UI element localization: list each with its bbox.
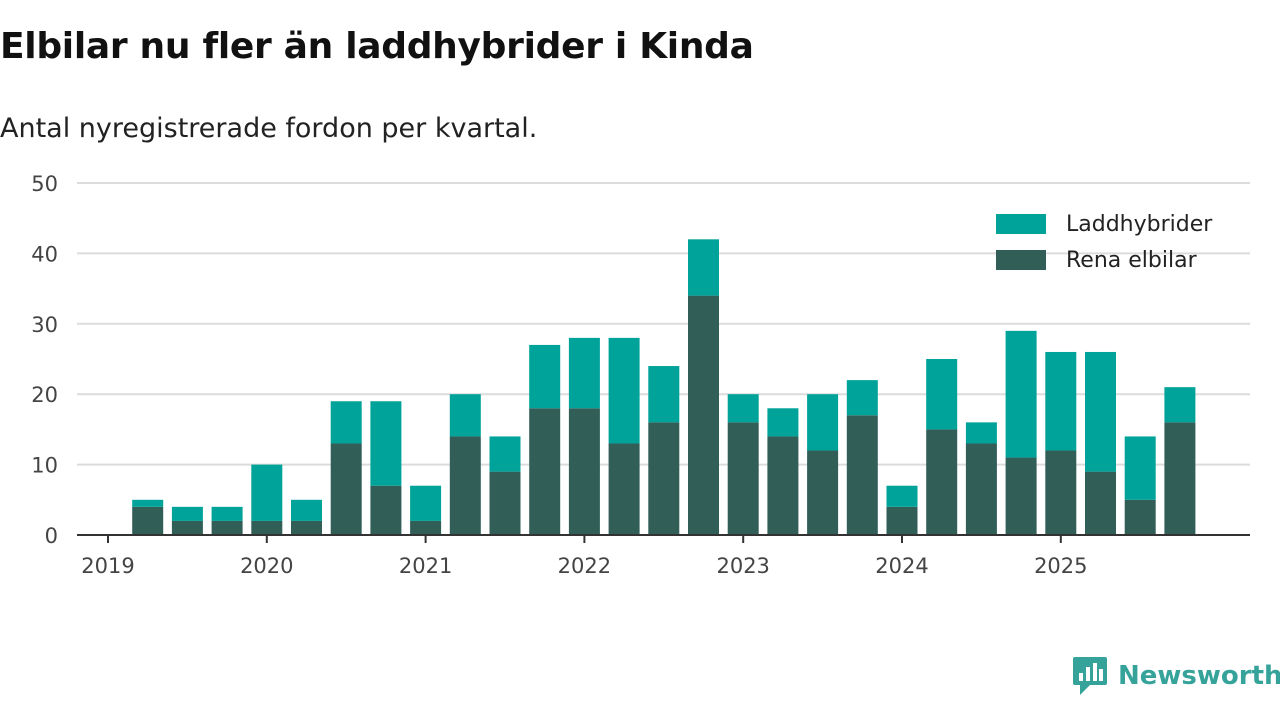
bar-rena-elbilar — [767, 436, 799, 535]
bar-rena-elbilar — [330, 443, 362, 535]
bar-rena-elbilar — [449, 436, 481, 535]
bar-rena-elbilar — [410, 520, 442, 535]
brand: Newsworthy — [1072, 656, 1280, 696]
bar-laddhybrider — [251, 464, 283, 521]
bar-rena-elbilar — [1164, 422, 1196, 535]
bar-laddhybrider — [1124, 436, 1156, 500]
bar-laddhybrider — [1085, 351, 1116, 472]
legend-swatch-hybrid — [996, 214, 1046, 234]
x-tick-label: 2025 — [1034, 554, 1087, 578]
bar-laddhybrider — [886, 485, 918, 507]
y-tick-label: 30 — [31, 313, 58, 337]
x-tick-label: 2021 — [399, 554, 452, 578]
bar-laddhybrider — [449, 394, 481, 437]
legend-item-hybrid: Laddhybrider — [996, 206, 1212, 242]
bar-rena-elbilar — [529, 408, 561, 535]
bar-rena-elbilar — [1045, 450, 1077, 535]
bar-rena-elbilar — [1124, 499, 1156, 535]
bar-laddhybrider — [767, 408, 799, 437]
bar-laddhybrider — [291, 499, 322, 521]
bar-laddhybrider — [608, 337, 640, 444]
x-tick-label: 2024 — [875, 554, 928, 578]
y-tick-label: 10 — [31, 454, 58, 478]
chart-title: Elbilar nu fler än laddhybrider i Kinda — [0, 26, 754, 67]
bar-rena-elbilar — [688, 295, 719, 535]
bar-laddhybrider — [171, 506, 203, 521]
bar-laddhybrider — [1005, 330, 1037, 458]
bar-rena-elbilar — [608, 443, 640, 535]
bar-rena-elbilar — [370, 485, 402, 535]
bar-rena-elbilar — [846, 415, 878, 535]
bar-laddhybrider — [965, 422, 997, 444]
bar-rena-elbilar — [291, 520, 322, 535]
bar-laddhybrider — [132, 499, 164, 507]
y-tick-label: 0 — [45, 524, 58, 548]
chart: 0 10 20 30 40 50 2019 2020 2021 2022 2023 2024 2025 — [31, 172, 1250, 578]
legend-item-electric: Rena elbilar — [996, 242, 1212, 278]
bar-rena-elbilar — [1005, 457, 1037, 535]
bar-rena-elbilar — [648, 422, 680, 535]
bar-rena-elbilar — [727, 422, 759, 535]
bar-laddhybrider — [410, 485, 442, 521]
bar-laddhybrider — [727, 394, 759, 423]
bar-rena-elbilar — [926, 429, 958, 535]
newsworthy-logo-icon — [1073, 657, 1107, 695]
bar-laddhybrider — [330, 401, 362, 444]
bar-laddhybrider — [807, 394, 839, 451]
bar-rena-elbilar — [807, 450, 839, 535]
bar-rena-elbilar — [171, 520, 203, 535]
bar-laddhybrider — [568, 337, 600, 409]
bar-rena-elbilar — [489, 471, 521, 535]
bar-laddhybrider — [926, 359, 958, 430]
legend-swatch-electric — [996, 250, 1046, 270]
brand-name: Newsworthy — [1118, 661, 1280, 691]
x-tick-label: 2023 — [716, 554, 769, 578]
bar-rena-elbilar — [251, 520, 283, 535]
y-tick-label: 50 — [31, 172, 58, 196]
bar-laddhybrider — [489, 436, 521, 472]
bar-laddhybrider — [648, 366, 680, 423]
legend: Laddhybrider Rena elbilar — [996, 206, 1212, 278]
bar-laddhybrider — [370, 401, 402, 486]
bar-rena-elbilar — [568, 408, 600, 535]
y-tick-label: 40 — [31, 242, 58, 266]
bar-laddhybrider — [529, 344, 561, 409]
bar-rena-elbilar — [965, 443, 997, 535]
bar-laddhybrider — [1045, 351, 1077, 451]
legend-label-electric: Rena elbilar — [1066, 247, 1197, 273]
x-tick-label: 2020 — [240, 554, 293, 578]
y-tick-label: 20 — [31, 383, 58, 407]
legend-label-hybrid: Laddhybrider — [1066, 211, 1213, 237]
x-tick-label: 2022 — [558, 554, 611, 578]
bar-laddhybrider — [211, 506, 243, 521]
x-tick-label: 2019 — [81, 554, 134, 578]
bar-rena-elbilar — [211, 520, 243, 535]
bar-laddhybrider — [846, 380, 878, 416]
bar-rena-elbilar — [886, 506, 918, 535]
bar-rena-elbilar — [132, 506, 164, 535]
bar-laddhybrider — [1164, 387, 1196, 423]
bar-laddhybrider — [688, 239, 719, 296]
bar-rena-elbilar — [1085, 471, 1116, 535]
chart-subtitle: Antal nyregistrerade fordon per kvartal. — [0, 113, 538, 144]
